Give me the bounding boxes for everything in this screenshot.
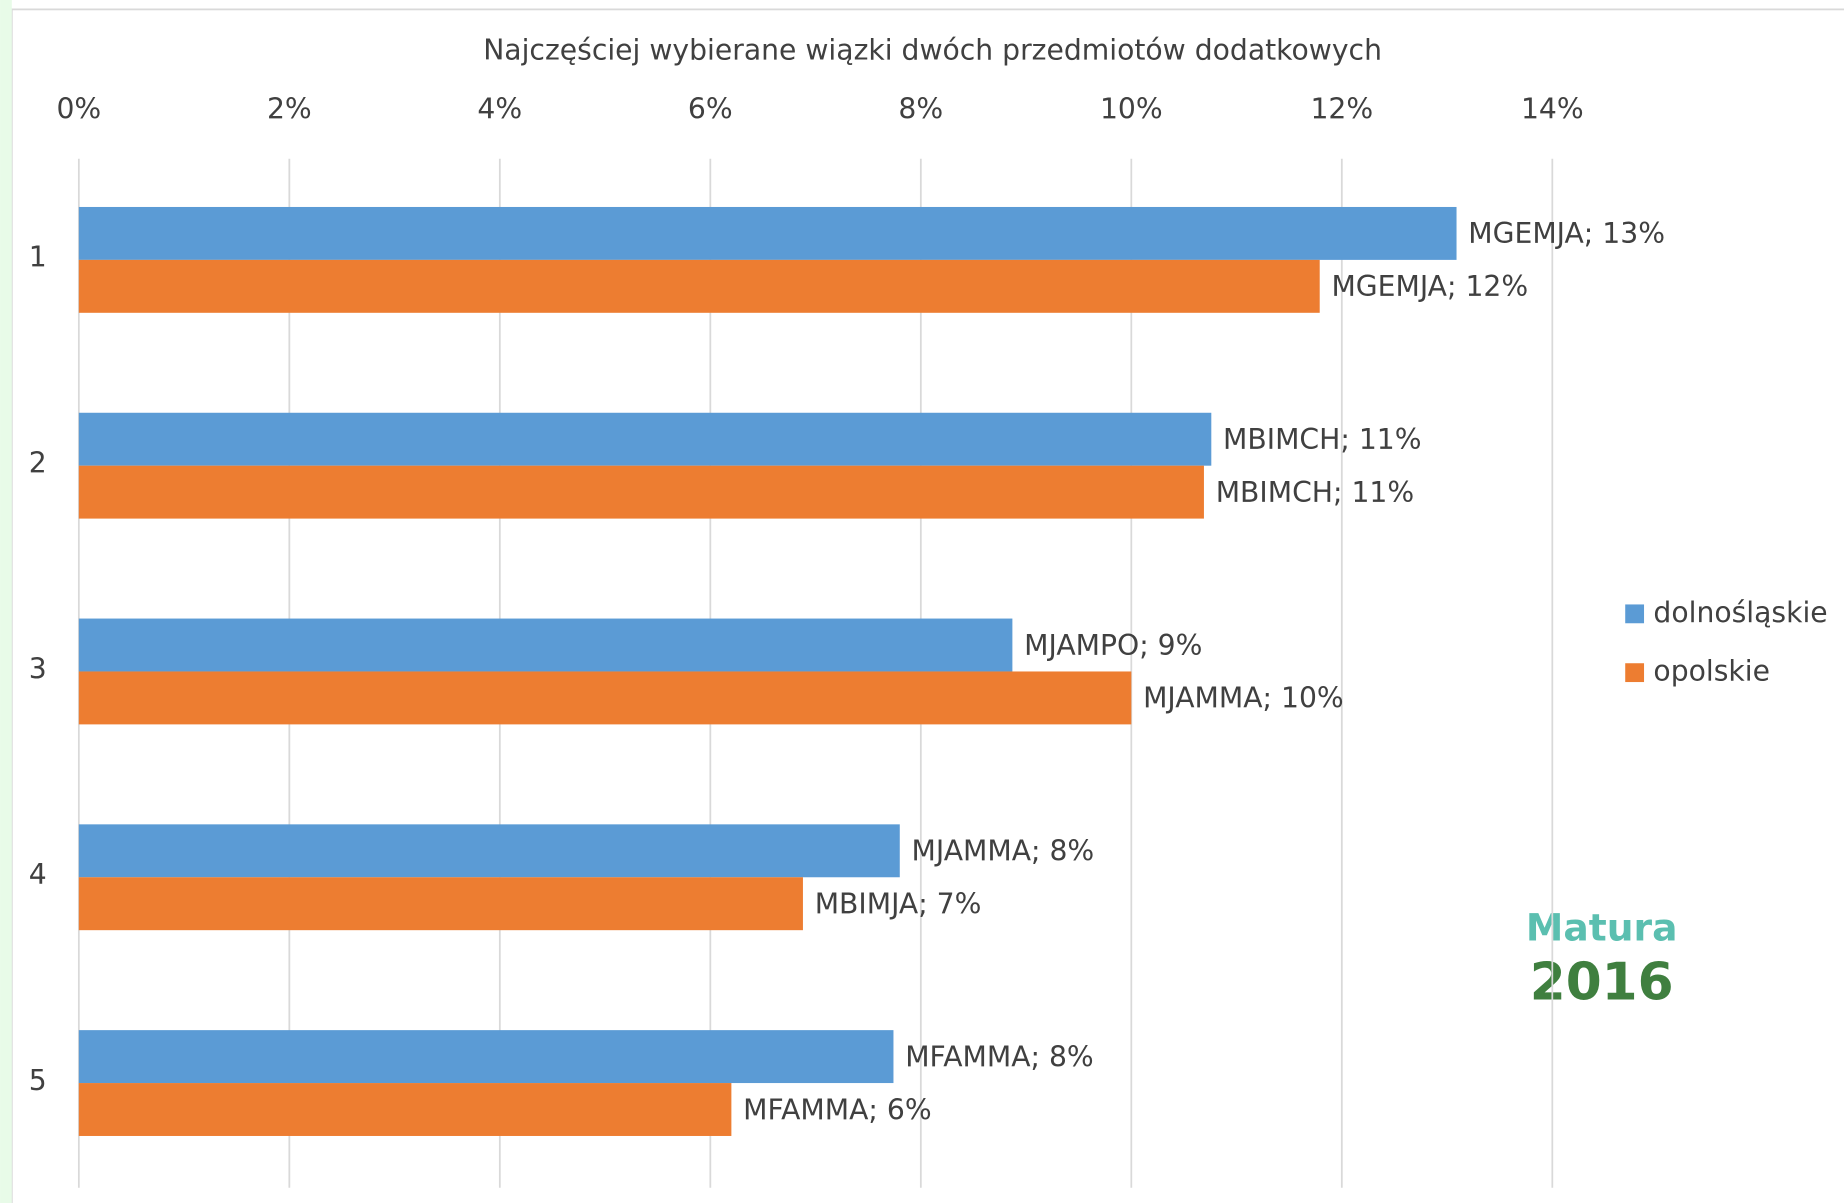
bar (78, 671, 1132, 725)
bar (78, 1030, 894, 1084)
bar (78, 1083, 732, 1136)
y-tick-label: 1 (29, 241, 47, 274)
x-tick-label: 0% (56, 93, 101, 126)
x-tick-label: 10% (1100, 93, 1163, 126)
data-label: MFAMMA; 8% (905, 1040, 1094, 1073)
logo-title: Matura (1526, 906, 1678, 950)
left-strip (0, 0, 12, 1203)
legend-swatch (1625, 663, 1645, 683)
data-label: MJAMMA; 10% (1143, 682, 1344, 715)
data-label: MBIMCH; 11% (1223, 423, 1422, 456)
bar (78, 206, 1457, 260)
bar (78, 465, 1204, 519)
legend-swatch (1625, 604, 1645, 624)
y-tick-label: 4 (29, 858, 47, 891)
bar (78, 877, 803, 931)
chart-frame (10, 8, 1844, 1203)
data-label: MJAMPO; 9% (1024, 629, 1202, 662)
chart-title: Najczęściej wybierane wiązki dwóch przed… (483, 34, 1382, 67)
bar (78, 259, 1320, 313)
x-tick-label: 6% (688, 93, 733, 126)
x-tick-label: 8% (898, 93, 943, 126)
data-label: MFAMMA; 6% (743, 1093, 932, 1126)
x-tick-label: 4% (477, 93, 522, 126)
x-tick-label: 14% (1521, 93, 1584, 126)
data-label: MBIMJA; 7% (815, 887, 982, 920)
data-label: MGEMJA; 13% (1468, 217, 1665, 250)
y-tick-label: 5 (29, 1064, 47, 1097)
y-tick-label: 2 (29, 447, 47, 480)
bar (78, 412, 1212, 466)
data-label: MJAMMA; 8% (912, 835, 1095, 868)
data-label: MGEMJA; 12% (1331, 270, 1528, 303)
x-tick-label: 2% (267, 93, 312, 126)
legend-label: dolnośląskie (1653, 596, 1827, 629)
y-tick-label: 3 (29, 652, 47, 685)
bar (78, 824, 900, 878)
x-tick-label: 12% (1310, 93, 1373, 126)
logo-year: 2016 (1530, 952, 1674, 1012)
bar (78, 618, 1013, 672)
legend-label: opolskie (1653, 655, 1770, 688)
data-label: MBIMCH; 11% (1216, 476, 1414, 509)
